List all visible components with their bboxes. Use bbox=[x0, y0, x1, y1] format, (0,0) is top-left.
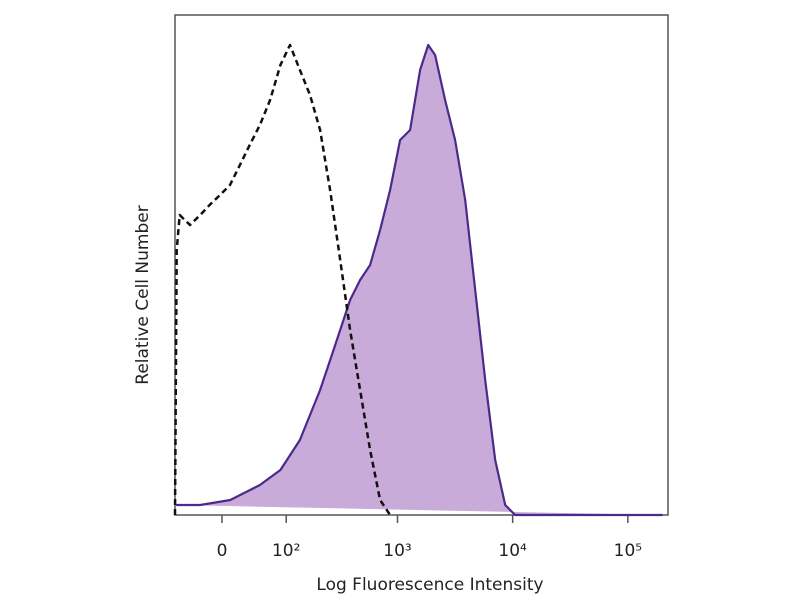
x-tick-label: 10⁵ bbox=[614, 541, 642, 561]
x-tick-label: 0 bbox=[217, 541, 228, 561]
x-tick-label: 10³ bbox=[383, 541, 411, 561]
x-tick-label: 10⁴ bbox=[498, 541, 527, 561]
x-tick-label: 10² bbox=[272, 541, 300, 561]
x-axis-label: Log Fluorescence Intensity bbox=[316, 575, 543, 595]
plot-frame bbox=[174, 14, 669, 516]
histogram-area bbox=[176, 43, 663, 517]
histogram-line bbox=[173, 43, 392, 516]
y-axis-label: Relative Cell Number bbox=[133, 205, 153, 384]
